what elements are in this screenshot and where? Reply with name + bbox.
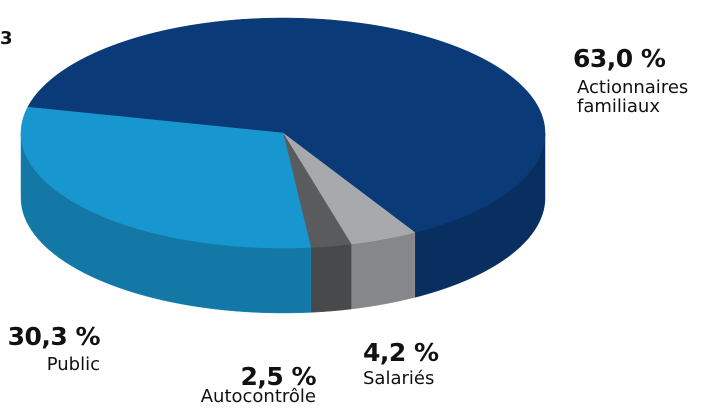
category-label: Autocontrôle [200,386,316,407]
slice [282,132,416,245]
slice-side [350,232,416,310]
value-label: 30,3 % [7,322,101,351]
value-label: 2,5 % [240,362,316,391]
value-label: 63,0 % [573,44,666,73]
slice [282,132,352,248]
category-label: Public [46,354,100,375]
value-label: 4,2 % [363,338,439,367]
slice [20,106,312,249]
category-label: Salariés [363,368,435,389]
slice-side [310,243,352,313]
category-label: Actionnaires familiaux [577,77,689,117]
chart-title: 3 [0,28,13,49]
slice [27,17,546,233]
